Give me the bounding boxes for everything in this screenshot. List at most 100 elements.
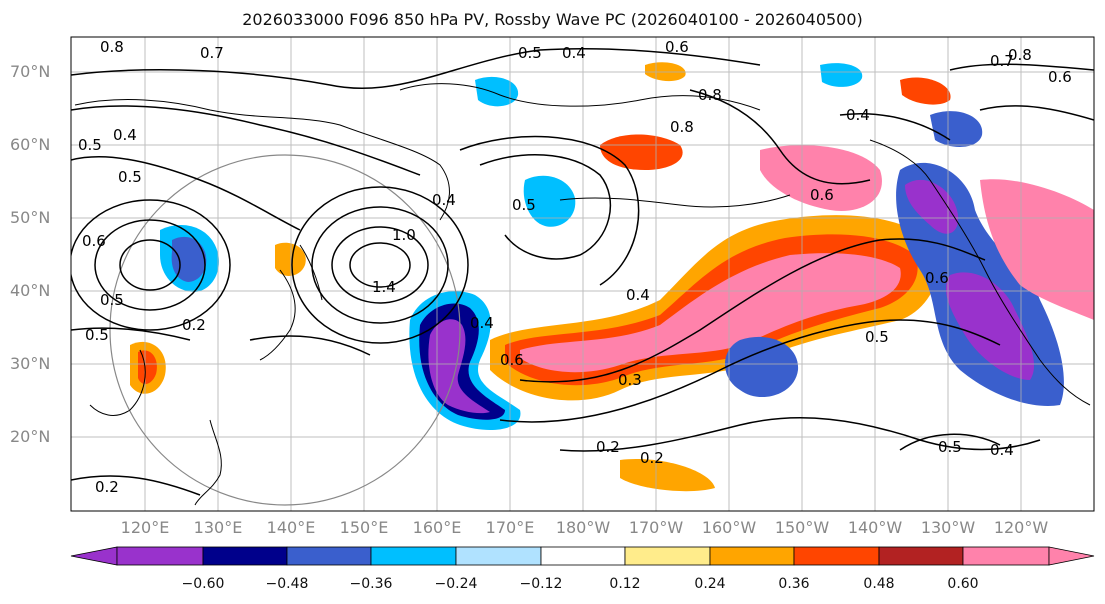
positive-blob-ne (900, 77, 951, 105)
contour-label: 0.5 (78, 136, 102, 154)
lat-label: 30°N (10, 354, 51, 373)
contour-label: 0.6 (500, 351, 524, 369)
colorbar-segment (370, 546, 457, 566)
contour-label: 0.4 (990, 441, 1014, 459)
positive-anomaly-band-pink (520, 253, 901, 373)
negative-anomaly-east-purple (905, 179, 959, 234)
colorbar-tick-label: −0.36 (349, 576, 393, 592)
colorbar-tick-label: 0.12 (609, 576, 641, 592)
colorbar (70, 546, 1095, 566)
lon-label: 150°E (339, 518, 389, 537)
lon-label: 160°W (701, 518, 757, 537)
negative-blob-arctic-1 (475, 76, 519, 107)
colorbar-segment (793, 546, 880, 566)
lon-label: 170°E (485, 518, 535, 537)
contour-label: 0.6 (925, 269, 949, 287)
colorbar-segment (962, 546, 1050, 566)
positive-blob-south (620, 459, 715, 492)
lon-label: 120°E (120, 518, 170, 537)
contour-label: 0.4 (562, 44, 586, 62)
lat-label: 20°N (10, 427, 51, 446)
contour-label: 0.6 (665, 38, 689, 56)
colorbar-segment (878, 546, 964, 566)
contour-label: 0.4 (470, 314, 494, 332)
colorbar-tick-label: −0.60 (181, 576, 225, 592)
negative-anomaly-east-purple-2 (945, 272, 1035, 380)
pv-contours (71, 47, 1094, 496)
contour-label: 0.5 (512, 196, 536, 214)
lon-label: 160°E (412, 518, 462, 537)
colorbar-segment (709, 546, 795, 566)
contour-label: 0.2 (596, 438, 620, 456)
contour-label: 0.4 (113, 126, 137, 144)
contour-label: 0.5 (938, 438, 962, 456)
pv-shading (130, 62, 1094, 492)
negative-anomaly-west-purple (428, 319, 490, 414)
lon-label: 120°W (993, 518, 1049, 537)
lon-label: 140°W (847, 518, 903, 537)
contour-label: 0.4 (626, 286, 650, 304)
contour-label: 0.6 (810, 186, 834, 204)
lat-label: 70°N (10, 62, 51, 81)
pink-core-north (760, 145, 882, 211)
colorbar-segment (116, 546, 204, 566)
contour-label: 0.5 (865, 328, 889, 346)
reference-circle (109, 154, 461, 506)
negative-blob-pacific (725, 336, 799, 398)
contour-label: 0.8 (1008, 46, 1032, 64)
contour-label: 0.8 (698, 86, 722, 104)
pink-blob-east (980, 179, 1094, 320)
figure-title: 2026033000 F096 850 hPa PV, Rossby Wave … (242, 10, 863, 29)
contour-label: 0.5 (100, 291, 124, 309)
colorbar-segment (286, 546, 372, 566)
contour-label: 0.7 (200, 44, 224, 62)
colorbar-segment (540, 546, 626, 566)
contour-label: 0.4 (846, 106, 870, 124)
colorbar-segment (624, 546, 711, 566)
colorbar-segment (455, 546, 542, 566)
lon-label: 130°W (920, 518, 976, 537)
contour-label: 0.3 (618, 371, 642, 389)
lon-label: 170°W (628, 518, 684, 537)
positive-blob-center (275, 242, 306, 276)
lon-label: 150°W (774, 518, 830, 537)
coastlines (74, 83, 1091, 506)
contour-label: 0.6 (1048, 68, 1072, 86)
colorbar-high-extension (1048, 546, 1095, 566)
contour-label: 1.0 (392, 226, 416, 244)
contour-label: 0.5 (85, 326, 109, 344)
lat-label: 60°N (10, 135, 51, 154)
colorbar-tick-label: 0.36 (778, 576, 810, 592)
colorbar-tick-label: 0.60 (947, 576, 979, 592)
lon-label: 180°W (555, 518, 611, 537)
colorbar-tick-label: −0.12 (519, 576, 563, 592)
positive-blob-left-core (138, 350, 157, 385)
colorbar-tick-label: 0.24 (694, 576, 726, 592)
contour-label: 0.4 (432, 191, 456, 209)
contour-label: 0.2 (182, 316, 206, 334)
contour-label: 0.5 (118, 168, 142, 186)
negative-blob-kamchatka (523, 175, 576, 227)
colorbar-tick-label: −0.24 (434, 576, 478, 592)
contour-labels: 0.8 0.7 0.5 0.4 0.6 0.8 0.7 0.6 0.8 0.8 … (78, 38, 1072, 496)
negative-blob-arctic-2 (820, 63, 863, 87)
graticule (71, 37, 1094, 511)
contour-label: 0.7 (990, 52, 1014, 70)
colorbar-tick-label: −0.48 (265, 576, 309, 592)
contour-label: 0.2 (95, 478, 119, 496)
lat-label: 40°N (10, 281, 51, 300)
colorbar-segment (202, 546, 288, 566)
lat-label: 50°N (10, 208, 51, 227)
contour-label: 0.6 (82, 232, 106, 250)
colorbar-low-extension (70, 546, 118, 566)
map-frame (70, 36, 1095, 512)
negative-blob-japan-west-core (171, 236, 207, 282)
lon-label: 140°E (266, 518, 316, 537)
contour-label: 0.2 (640, 449, 664, 467)
lon-label: 130°E (193, 518, 243, 537)
contour-label: 0.5 (518, 44, 542, 62)
colorbar-tick-label: 0.48 (863, 576, 895, 592)
contour-label: 0.8 (670, 118, 694, 136)
